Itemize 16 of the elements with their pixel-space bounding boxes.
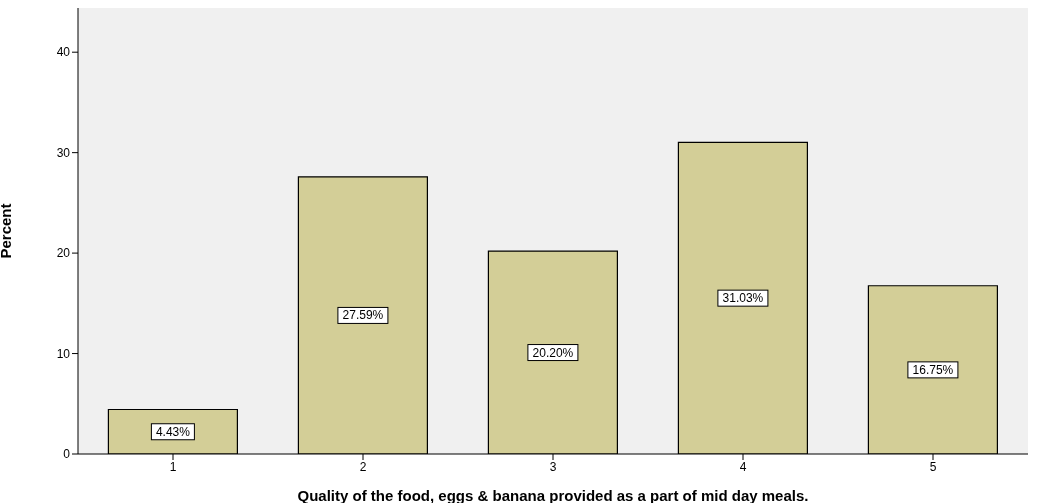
data-label: 20.20% (532, 345, 574, 360)
x-tick-label: 5 (929, 459, 937, 474)
data-label: 27.59% (342, 308, 384, 323)
y-tick-label: 10 (56, 346, 71, 361)
data-label: 31.03% (722, 291, 764, 306)
y-axis-title: Percent (0, 203, 15, 259)
y-tick-label: 40 (56, 45, 71, 60)
y-tick-label: 0 (63, 447, 71, 462)
data-label: 4.43% (155, 424, 191, 439)
x-tick-label: 2 (359, 459, 367, 474)
x-tick-label: 4 (739, 459, 747, 474)
y-tick-label: 20 (56, 246, 71, 261)
y-tick-label: 30 (56, 145, 71, 160)
x-tick-label: 3 (549, 459, 557, 474)
x-tick-label: 1 (169, 459, 177, 474)
data-label: 16.75% (912, 362, 954, 377)
